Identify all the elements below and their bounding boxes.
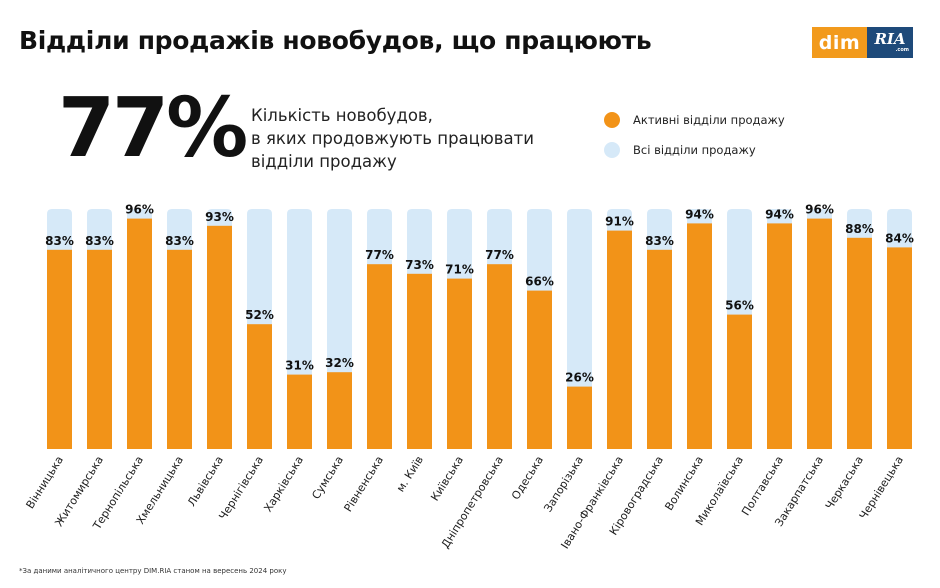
data-label: 94% (685, 207, 714, 221)
bar-active (847, 237, 872, 449)
bar-active (647, 249, 672, 449)
bar-active (767, 223, 792, 449)
data-label: 31% (285, 359, 314, 373)
chart-legend: Активні відділи продажу Всі відділи прод… (604, 105, 785, 165)
data-label: 56% (725, 299, 754, 313)
chart-title: Відділи продажів новобудов, що працюють (19, 26, 652, 55)
summary-description: Кількість новобудов, в яких продовжують … (251, 104, 534, 173)
category-label: м. Київ (394, 454, 426, 495)
logo-ria-text: RIA (874, 30, 906, 48)
category-label: Полтавська (739, 454, 786, 518)
bar-active (47, 249, 72, 449)
bar-active (367, 264, 392, 449)
summary-line-1: Кількість новобудов, (251, 106, 433, 125)
bar-active (687, 223, 712, 449)
category-label: Рівненська (342, 454, 387, 515)
bar-active (807, 218, 832, 449)
data-label: 71% (445, 263, 474, 277)
category-label: Вінницька (23, 454, 66, 511)
data-label: 32% (325, 356, 354, 370)
summary-line-3: відділи продажу (251, 152, 397, 171)
bar-active (487, 264, 512, 449)
bar-active (87, 249, 112, 449)
legend-swatch-total (604, 142, 620, 158)
category-label: Чернівецька (857, 454, 906, 522)
data-label: 77% (365, 248, 394, 262)
legend-label-total: Всі відділи продажу (633, 143, 756, 157)
bar-active (287, 374, 312, 449)
legend-item-active: Активні відділи продажу (604, 105, 785, 135)
category-label: Запорізька (541, 454, 586, 515)
bar-active (207, 225, 232, 449)
bar-active (887, 247, 912, 449)
category-label: Одеська (509, 454, 546, 502)
bar-active (327, 372, 352, 449)
data-label: 77% (485, 248, 514, 262)
category-label: Львівська (185, 454, 226, 509)
dimria-logo[interactable]: dim RIA .com (812, 27, 913, 58)
data-label: 93% (205, 210, 234, 224)
data-label: 83% (85, 234, 114, 248)
legend-swatch-active (604, 112, 620, 128)
summary-line-2: в яких продовжують працювати (251, 129, 534, 148)
data-label: 91% (605, 215, 634, 229)
category-label: Сумська (309, 454, 346, 502)
category-label: Київська (428, 454, 466, 504)
data-label: 84% (885, 231, 914, 245)
data-label: 83% (165, 234, 194, 248)
data-label: 52% (245, 308, 274, 322)
bar-active (247, 324, 272, 449)
legend-item-total: Всі відділи продажу (604, 135, 785, 165)
data-label: 88% (845, 222, 874, 236)
data-label: 94% (765, 207, 794, 221)
bar-active (567, 386, 592, 449)
bar-active (127, 218, 152, 449)
data-label: 96% (805, 203, 834, 217)
data-label: 83% (45, 234, 74, 248)
summary-value: 77% (58, 81, 248, 176)
bar-active (607, 230, 632, 449)
category-label: Харківська (261, 454, 306, 515)
data-label: 83% (645, 234, 674, 248)
data-label: 66% (525, 275, 554, 289)
logo-ria-part: RIA .com (867, 27, 913, 58)
footnote: *За даними аналітичного центру DIM.RIA с… (19, 567, 287, 575)
bar-active (527, 290, 552, 449)
data-label: 26% (565, 371, 594, 385)
bar-active (447, 278, 472, 449)
category-label: Черкаська (823, 454, 866, 512)
logo-dim-part: dim (812, 27, 867, 58)
data-label: 73% (405, 258, 434, 272)
logo-ria-domain: .com (895, 47, 909, 53)
bar-active (727, 314, 752, 449)
category-label: Волинська (662, 454, 706, 513)
bar-active (407, 273, 432, 449)
legend-label-active: Активні відділи продажу (633, 113, 785, 127)
data-label: 96% (125, 203, 154, 217)
bar-active (167, 249, 192, 449)
